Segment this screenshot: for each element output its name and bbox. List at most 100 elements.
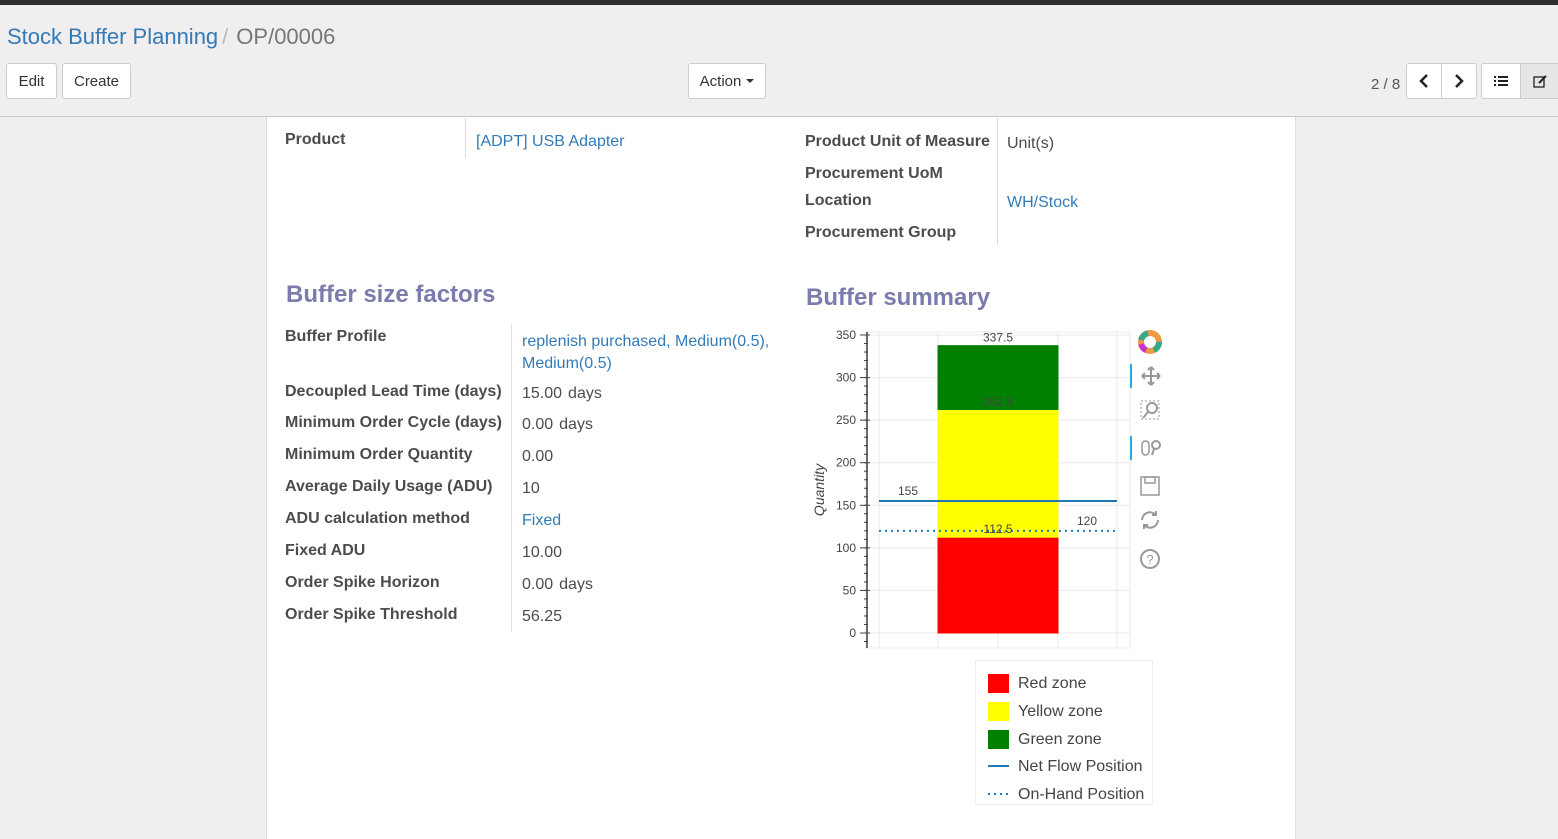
reset-tool[interactable] bbox=[1130, 508, 1170, 532]
legend-item-green: Green zone bbox=[988, 730, 1102, 749]
pan-icon bbox=[1141, 366, 1161, 386]
y-tick-label: 0 bbox=[849, 626, 856, 640]
bar-label: 112.5 bbox=[983, 522, 1012, 536]
chevron-left-icon bbox=[1419, 74, 1428, 88]
help-icon: ? bbox=[1140, 549, 1160, 569]
factor-value: 10.00 bbox=[522, 544, 562, 562]
legend-label: Red zone bbox=[1018, 674, 1087, 692]
legend-line-solid bbox=[988, 765, 1009, 767]
unit-text: days bbox=[559, 576, 593, 593]
factor-label: Buffer Profile bbox=[285, 328, 387, 345]
legend-swatch bbox=[988, 730, 1009, 749]
bar-segment-green bbox=[937, 345, 1059, 410]
factor-value-link[interactable]: replenish purchased, Medium(0.5), Medium… bbox=[522, 331, 782, 375]
factor-label: Minimum Order Quantity bbox=[285, 446, 473, 463]
bokeh-logo-icon bbox=[1138, 330, 1162, 354]
wheel-zoom-icon bbox=[1141, 440, 1161, 456]
factor-value: 56.25 bbox=[522, 608, 562, 626]
uom-value: Unit(s) bbox=[1007, 135, 1055, 152]
uom-label: Product Unit of Measure bbox=[805, 133, 990, 150]
breadcrumb-separator: / bbox=[222, 24, 229, 49]
box-zoom-icon bbox=[1140, 400, 1160, 420]
previous-button[interactable] bbox=[1406, 63, 1442, 99]
list-icon bbox=[1494, 76, 1508, 86]
action-dropdown[interactable]: Action bbox=[688, 63, 766, 99]
control-panel: Stock Buffer Planning / OP/00006 bbox=[0, 5, 1558, 117]
create-button[interactable]: Create bbox=[62, 63, 131, 99]
legend-item-red: Red zone bbox=[988, 674, 1087, 693]
next-button[interactable] bbox=[1441, 63, 1477, 99]
y-tick-label: 100 bbox=[836, 541, 856, 555]
product-value-link[interactable]: [ADPT] USB Adapter bbox=[476, 133, 625, 150]
value-text: 0.00 bbox=[522, 576, 554, 593]
factor-value: 10 bbox=[522, 480, 540, 498]
value-text: 10 bbox=[522, 480, 540, 497]
factor-value: 15.00 days bbox=[522, 385, 602, 403]
edit-button[interactable]: Edit bbox=[6, 63, 57, 99]
legend-label: Green zone bbox=[1018, 730, 1102, 748]
divider bbox=[511, 325, 512, 632]
legend-item-net-flow: Net Flow Position bbox=[988, 757, 1143, 776]
breadcrumb: Stock Buffer Planning / OP/00006 bbox=[7, 24, 335, 50]
unit-text: days bbox=[559, 416, 593, 433]
y-tick-label: 350 bbox=[836, 328, 856, 342]
legend-line-dotted bbox=[988, 793, 1009, 795]
factor-label: Minimum Order Cycle (days) bbox=[285, 414, 502, 431]
legend-label: On-Hand Position bbox=[1018, 785, 1145, 803]
bar-segment-yellow bbox=[937, 409, 1059, 538]
help-tool[interactable]: ? bbox=[1130, 547, 1170, 571]
y-tick-label: 200 bbox=[836, 456, 856, 470]
factor-value: 0.00 days bbox=[522, 416, 593, 434]
factor-label: Average Daily Usage (ADU) bbox=[285, 478, 493, 495]
list-view-button[interactable] bbox=[1481, 63, 1521, 99]
form-view-button[interactable] bbox=[1520, 63, 1558, 99]
factor-label: Decoupled Lead Time (days) bbox=[285, 383, 502, 400]
save-icon bbox=[1140, 476, 1160, 496]
breadcrumb-parent[interactable]: Stock Buffer Planning bbox=[7, 24, 219, 49]
legend-label: Yellow zone bbox=[1018, 702, 1103, 720]
reset-icon bbox=[1141, 511, 1159, 529]
procurement-group-label: Procurement Group bbox=[805, 224, 957, 241]
bar-label: 262.5 bbox=[983, 395, 1013, 409]
legend-item-on-hand: On-Hand Position bbox=[988, 785, 1144, 804]
factor-label: Fixed ADU bbox=[285, 542, 366, 559]
value-text: 0.00 bbox=[522, 416, 554, 433]
bokeh-logo-tool bbox=[1130, 330, 1170, 354]
pan-tool[interactable] bbox=[1130, 364, 1170, 388]
value-text: Fixed bbox=[522, 512, 562, 529]
y-tick-label: 250 bbox=[836, 413, 856, 427]
line-label: 155 bbox=[898, 484, 918, 498]
wheel-zoom-tool[interactable] bbox=[1130, 436, 1170, 460]
value-text: 0.00 bbox=[522, 448, 554, 465]
unit-text: days bbox=[568, 385, 602, 402]
divider bbox=[465, 118, 466, 158]
edit-form-icon bbox=[1533, 75, 1547, 88]
factor-label: ADU calculation method bbox=[285, 510, 470, 527]
value-text: 10.00 bbox=[522, 544, 563, 561]
legend-item-yellow: Yellow zone bbox=[988, 702, 1103, 721]
svg-text:?: ? bbox=[1146, 552, 1153, 567]
box-zoom-tool[interactable] bbox=[1130, 398, 1170, 422]
value-text: 15.00 bbox=[522, 385, 563, 402]
bar-segment-red bbox=[937, 536, 1059, 634]
factor-label: Order Spike Threshold bbox=[285, 606, 458, 623]
action-label: Action bbox=[699, 72, 742, 90]
chart-legend: Red zone Yellow zone Green zone Net Flow… bbox=[975, 660, 1153, 805]
value-text: 56.25 bbox=[522, 608, 563, 625]
pager-value: 2 / 8 bbox=[1371, 76, 1401, 93]
save-tool[interactable] bbox=[1130, 474, 1170, 498]
location-label: Location bbox=[805, 192, 872, 209]
legend-swatch bbox=[988, 702, 1009, 721]
y-tick-label: 50 bbox=[843, 583, 857, 597]
line-label: 120 bbox=[1077, 514, 1097, 528]
divider bbox=[997, 118, 998, 245]
location-value-link[interactable]: WH/Stock bbox=[1007, 194, 1079, 211]
product-label: Product bbox=[285, 131, 346, 148]
factor-value-link[interactable]: Fixed bbox=[522, 512, 561, 530]
y-axis-label: Quantity bbox=[811, 463, 827, 516]
legend-swatch bbox=[988, 674, 1009, 693]
buffer-summary-title: Buffer summary bbox=[806, 284, 991, 311]
procurement-uom-label: Procurement UoM bbox=[805, 165, 943, 182]
value-text: replenish purchased, Medium(0.5), Medium… bbox=[522, 333, 770, 372]
factor-value: 0.00 bbox=[522, 448, 553, 466]
